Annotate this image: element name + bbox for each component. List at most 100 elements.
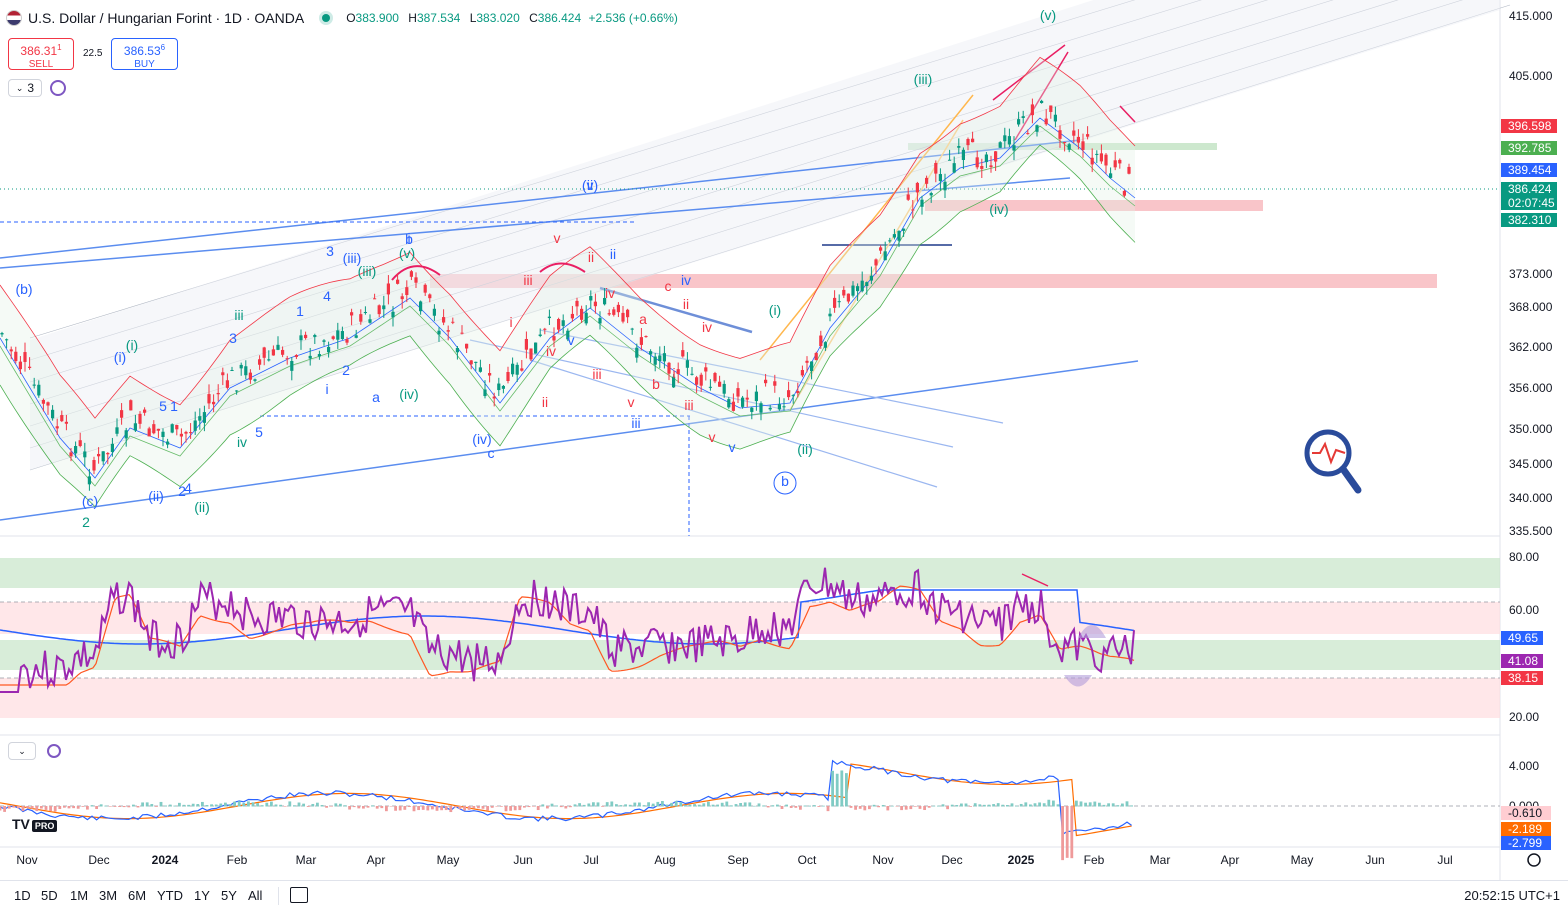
macd-histogram-bar: [1116, 805, 1120, 807]
candle-body: [796, 390, 800, 394]
macd-histogram-bar: [753, 805, 756, 807]
macd-histogram-bar: [1038, 802, 1041, 807]
macd-histogram-bar: [86, 806, 89, 810]
macd-histogram-bar: [647, 802, 650, 807]
candle-body: [805, 360, 809, 363]
calendar-icon[interactable]: [290, 887, 308, 903]
indicators-collapse-button[interactable]: ⌄ 3: [8, 79, 42, 97]
ohlc-values: O383.900 H387.534 L383.020 C386.424 +2.5…: [346, 11, 678, 25]
wave-label: c: [488, 445, 495, 461]
macd-histogram-bar: [477, 806, 480, 809]
candle-body: [727, 399, 731, 408]
candle-body: [920, 199, 924, 207]
wave-label: 3: [326, 243, 334, 259]
price-tag-label: 392.785: [1508, 141, 1552, 155]
candle-body: [1012, 145, 1016, 151]
spread-value: 22.5: [83, 48, 103, 59]
candle-body: [359, 314, 363, 322]
wave-label: iv: [681, 272, 691, 288]
candle-body: [1044, 118, 1048, 125]
candle-body: [350, 312, 354, 316]
candle-body: [18, 361, 22, 370]
candle-body: [258, 359, 262, 365]
clock-readout[interactable]: 20:52:15 UTC+1: [1464, 888, 1560, 903]
time-axis-label: Sep: [727, 853, 749, 867]
macd-histogram-bar: [1111, 803, 1115, 807]
candle-body: [322, 340, 326, 342]
macd-histogram-bar: [707, 801, 710, 807]
candle-body: [5, 339, 9, 341]
range-ytd[interactable]: YTD: [157, 888, 183, 903]
macd-histogram-bar: [1130, 805, 1133, 807]
candle-body: [943, 181, 947, 191]
range-all[interactable]: All: [248, 888, 263, 903]
macd-histogram-bar: [978, 804, 982, 807]
price-axis-label: 415.000: [1509, 9, 1553, 23]
candle-body: [883, 251, 887, 261]
candle-body: [1003, 135, 1007, 142]
candle-body: [115, 427, 119, 434]
range-1y[interactable]: 1Y: [194, 888, 210, 903]
macd-histogram-bar: [1079, 801, 1083, 807]
refresh-icon[interactable]: [47, 744, 61, 758]
wave-label: c: [665, 278, 672, 294]
refresh-icon[interactable]: [50, 80, 66, 96]
macd-histogram-bar: [431, 806, 434, 810]
candle-body: [488, 373, 492, 376]
candle-body: [506, 371, 510, 382]
wave-label: 1: [170, 398, 178, 414]
candle-body: [1049, 105, 1053, 112]
resistance-zone: [430, 274, 1437, 288]
symbol-title[interactable]: U.S. Dollar / Hungarian Forint · 1D · OA…: [28, 10, 305, 26]
candle-body: [561, 320, 565, 326]
candle-body: [589, 295, 593, 301]
candle-body: [419, 301, 423, 312]
range-1d[interactable]: 1D: [14, 888, 31, 903]
range-1m[interactable]: 1M: [70, 888, 89, 903]
candle-body: [1127, 166, 1131, 174]
macd-histogram-bar: [964, 803, 968, 807]
candle-body: [676, 369, 680, 375]
candle-body: [892, 234, 896, 238]
macd-histogram-bar: [270, 801, 273, 807]
macd-histogram-bar: [3, 806, 6, 812]
macd-histogram-bar: [444, 806, 448, 811]
buy-button[interactable]: 386.536 BUY: [111, 38, 178, 70]
macd-histogram-bar: [408, 806, 411, 807]
macd-histogram-bar: [541, 804, 545, 807]
candle-body: [580, 308, 584, 320]
wave-label: ii: [588, 249, 594, 265]
bottom-toolbar: 1D 5D 1M 3M 6M YTD 1Y 5Y All 20:52:15 UT…: [0, 880, 1568, 912]
price-axis-label: 345.000: [1509, 457, 1553, 471]
settings-gear-icon: [1527, 853, 1541, 867]
macd-collapse-button[interactable]: ⌄: [8, 742, 36, 760]
range-5d[interactable]: 5D: [41, 888, 58, 903]
candle-body: [750, 407, 754, 412]
candle-body: [800, 370, 804, 376]
range-3m[interactable]: 3M: [99, 888, 118, 903]
candle-body: [718, 381, 722, 387]
macd-histogram-bar: [187, 804, 190, 807]
candle-body: [460, 332, 464, 334]
rsi-marker: [1078, 625, 1106, 638]
price-axis-label: 335.500: [1509, 524, 1553, 538]
range-6m[interactable]: 6M: [128, 888, 147, 903]
sell-button[interactable]: 386.311 SELL: [8, 38, 74, 70]
candle-body: [653, 356, 657, 365]
candle-body: [474, 361, 478, 363]
macd-histogram-bar: [196, 804, 200, 807]
candle-body: [607, 313, 611, 315]
price-tag-label: 389.454: [1508, 163, 1552, 177]
macd-histogram-bar: [1088, 802, 1092, 807]
price-chart[interactable]: (v)(iii)(iv)(v)(b)(i)(i)(c)2(ii)(ii)iiii…: [0, 0, 1568, 880]
candle-body: [708, 386, 712, 388]
macd-histogram-bar: [458, 806, 462, 809]
candle-body: [437, 330, 441, 335]
range-5y[interactable]: 5Y: [221, 888, 237, 903]
macd-histogram-bar: [569, 806, 572, 808]
macd-histogram-bar: [467, 806, 471, 810]
macd-histogram-bar: [592, 802, 595, 807]
macd-histogram-bar: [12, 806, 16, 808]
candle-body: [281, 349, 285, 355]
candle-body: [534, 342, 538, 354]
